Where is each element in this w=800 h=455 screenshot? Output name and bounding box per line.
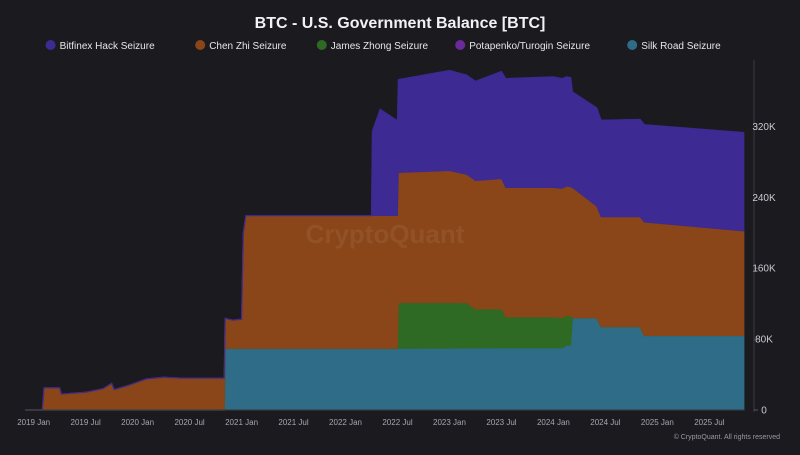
chart-title: BTC - U.S. Government Balance [BTC] [255, 15, 546, 32]
y-tick-label: 160K [752, 264, 776, 275]
y-tick-label: 0 [761, 406, 767, 417]
y-tick-label: 320K [752, 122, 776, 133]
legend-item-bitfinex-hack-seizure[interactable]: Bitfinex Hack Seizure [45, 40, 155, 52]
legend-label: James Zhong Seizure [331, 41, 429, 52]
plot-area [25, 69, 745, 411]
legend-swatch [316, 40, 327, 50]
y-axis: 0 80K 160K 240K 320K [752, 60, 776, 417]
x-axis: 2019 Jan 2019 Jul 2020 Jan 2020 Jul 2021 Jan… [17, 418, 724, 427]
x-tick-label: 2020 Jul [174, 418, 204, 427]
legend-item-potapenko-turogin-seizure[interactable]: Potapenko/Turogin Seizure [455, 40, 590, 52]
x-tick-label: 2024 Jul [590, 418, 620, 427]
legend-label: Potapenko/Turogin Seizure [469, 41, 590, 52]
legend-item-james-zhong-seizure[interactable]: James Zhong Seizure [316, 40, 429, 52]
legend-item-chen-zhi-seizure[interactable]: Chen Zhi Seizure [195, 40, 287, 52]
legend-label: Bitfinex Hack Seizure [60, 41, 155, 52]
legend: Bitfinex Hack Seizure Chen Zhi Seizure Jam… [45, 40, 721, 52]
y-tick-label: 80K [755, 335, 773, 346]
x-tick-label: 2022 Jan [329, 418, 362, 427]
x-tick-label: 2022 Jul [382, 418, 412, 427]
x-tick-label: 2021 Jan [225, 418, 258, 427]
x-tick-label: 2021 Jul [278, 418, 308, 427]
watermark: CryptoQuant [306, 219, 465, 249]
copyright-footer: © CryptoQuant. All rights reserved [674, 433, 780, 441]
legend-swatch [45, 40, 56, 50]
x-tick-label: 2025 Jul [694, 418, 724, 427]
legend-swatch [627, 40, 638, 50]
x-tick-label: 2024 Jan [537, 418, 570, 427]
y-tick-label: 240K [752, 193, 776, 204]
x-tick-label: 2019 Jan [17, 418, 50, 427]
x-tick-label: 2019 Jul [71, 418, 101, 427]
legend-label: Silk Road Seizure [641, 41, 721, 52]
legend-item-silk-road-seizure[interactable]: Silk Road Seizure [627, 40, 721, 52]
legend-swatch [195, 40, 206, 50]
x-tick-label: 2023 Jul [486, 418, 516, 427]
legend-swatch [455, 40, 466, 50]
series-line-bitfinex-hack-seizure [25, 69, 745, 411]
x-tick-label: 2023 Jan [433, 418, 466, 427]
legend-label: Chen Zhi Seizure [209, 41, 287, 52]
x-tick-label: 2020 Jan [121, 418, 154, 427]
x-tick-label: 2025 Jan [641, 418, 674, 427]
